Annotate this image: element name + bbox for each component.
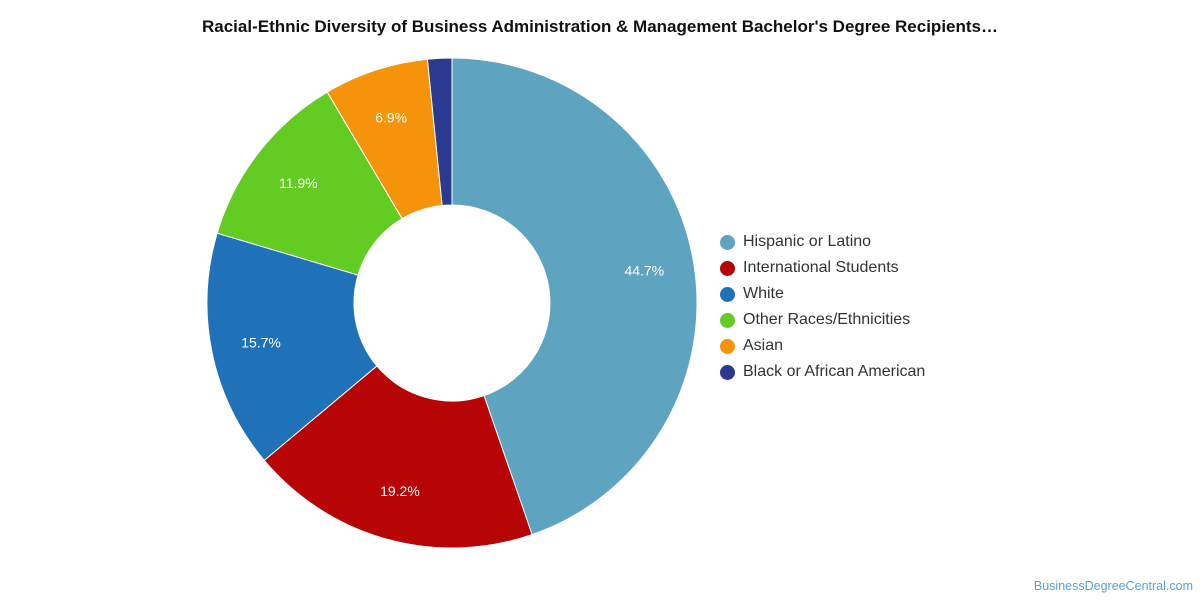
legend-item-other-races-ethnicities[interactable]: Other Races/Ethnicities	[720, 307, 925, 333]
slice-hispanic-or-latino[interactable]	[451, 57, 698, 536]
data-label: 6.9%	[375, 110, 407, 126]
source-watermark[interactable]: BusinessDegreeCentral.com	[1033, 579, 1193, 593]
data-label: 15.7%	[241, 335, 281, 351]
legend-label: Other Races/Ethnicities	[743, 311, 911, 328]
legend-marker	[720, 260, 735, 276]
slice-labels: 44.7% 19.2% 15.7% 11.9% 6.9%	[241, 110, 664, 499]
legend-marker	[720, 312, 735, 328]
data-label: 11.9%	[279, 175, 318, 191]
legend-label: Black or African American	[743, 363, 926, 380]
slice-black-or-african-american[interactable]	[426, 57, 453, 207]
legend-label: International Students	[743, 259, 899, 276]
data-label: 44.7%	[624, 263, 664, 279]
slice-white[interactable]	[206, 232, 378, 462]
legend-item-black-or-african-american[interactable]: Black or African American	[720, 359, 925, 385]
legend: Hispanic or Latino International Student…	[720, 229, 925, 385]
legend-label: White	[743, 285, 784, 302]
data-label: 19.2%	[380, 483, 420, 499]
legend-item-white[interactable]: White	[720, 281, 925, 307]
donut-slices	[206, 57, 698, 549]
legend-item-international-students[interactable]: International Students	[720, 255, 925, 281]
legend-marker	[720, 338, 735, 354]
chart-title: Racial-Ethnic Diversity of Business Admi…	[201, 17, 998, 36]
legend-marker	[720, 286, 735, 302]
legend-item-hispanic-or-latino[interactable]: Hispanic or Latino	[720, 229, 925, 255]
legend-label: Asian	[743, 337, 784, 354]
legend-label: Hispanic or Latino	[743, 233, 872, 250]
legend-marker	[720, 364, 735, 380]
slice-other-races-ethnicities[interactable]	[216, 91, 403, 276]
legend-marker	[720, 234, 735, 250]
slice-international-students[interactable]	[263, 365, 533, 549]
legend-item-asian[interactable]: Asian	[720, 333, 925, 359]
